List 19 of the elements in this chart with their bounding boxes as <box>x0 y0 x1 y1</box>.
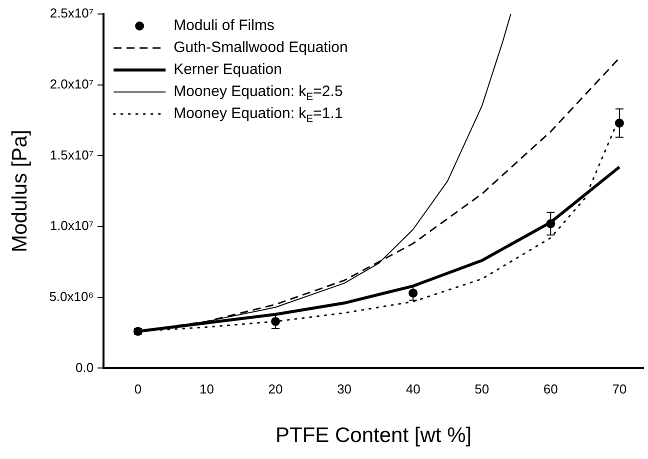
y-tick-label: 0.0 <box>76 360 94 375</box>
x-tick-label: 20 <box>268 382 283 397</box>
legend-label: Moduli of Films <box>174 17 274 34</box>
legend-label: Guth-Smallwood Equation <box>174 39 348 56</box>
x-axis-title: PTFE Content [wt %] <box>276 424 472 448</box>
x-tick-label: 70 <box>612 382 627 397</box>
y-tick-label: 2.5x10⁷ <box>50 6 94 21</box>
x-tick-label: 50 <box>474 382 490 397</box>
y-tick-label: 2.0x10⁷ <box>50 76 94 92</box>
x-tick-label: 10 <box>200 382 214 397</box>
legend-label: Kerner Equation <box>174 61 282 78</box>
x-tick-label: 30 <box>337 382 352 397</box>
x-tick-label: 0 <box>134 382 142 397</box>
y-axis-title: Modulus [Pa] <box>8 130 32 252</box>
x-tick-label: 40 <box>406 382 420 397</box>
y-tick-label: 1.0x10⁷ <box>50 218 94 234</box>
x-tick-label: 60 <box>543 382 558 397</box>
y-tick-label: 5.0x10⁶ <box>49 288 94 304</box>
y-tick-label: 1.5x10⁷ <box>50 147 94 162</box>
